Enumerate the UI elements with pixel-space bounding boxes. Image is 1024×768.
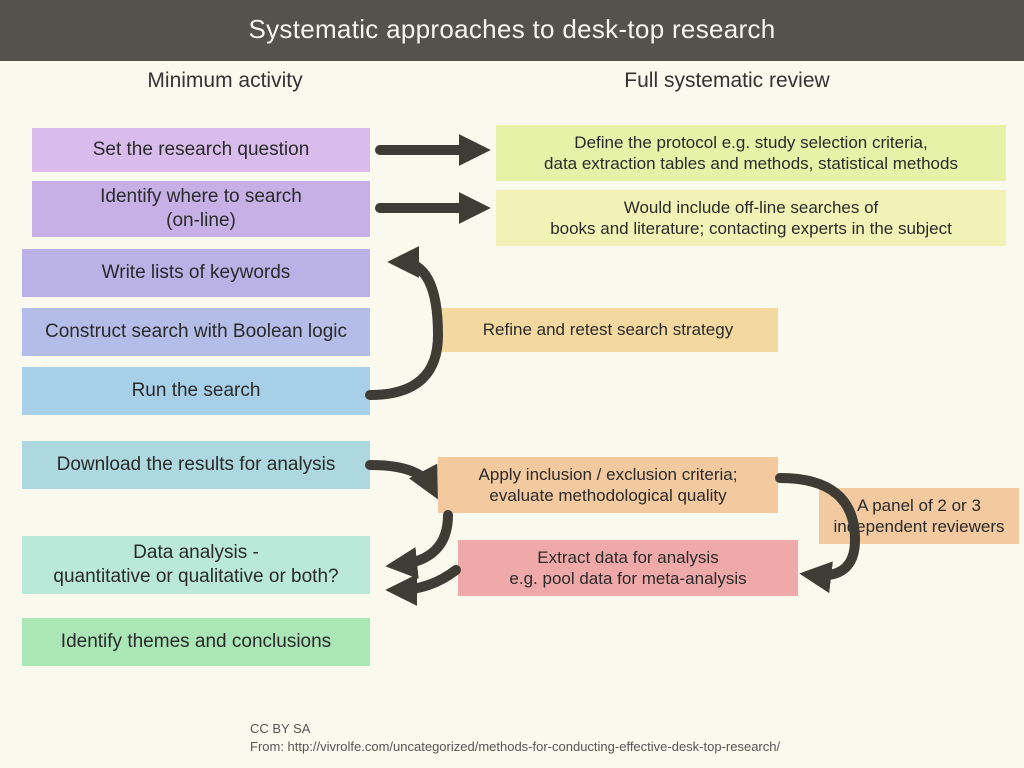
box-l2: Identify where to search (on-line)	[32, 181, 370, 237]
arrow-l6-r4	[370, 465, 432, 488]
box-r4: Apply inclusion / exclusion criteria; ev…	[438, 457, 778, 513]
footer-credits: CC BY SA From: http://vivrolfe.com/uncat…	[250, 720, 780, 756]
box-l6: Download the results for analysis	[22, 441, 370, 489]
footer-source: From: http://vivrolfe.com/uncategorized/…	[250, 738, 780, 756]
box-r6: A panel of 2 or 3 independent reviewers	[819, 488, 1019, 544]
footer-license: CC BY SA	[250, 720, 780, 738]
box-r2: Would include off-line searches of books…	[496, 190, 1006, 246]
box-l3: Write lists of keywords	[22, 249, 370, 297]
page-title: Systematic approaches to desk-top resear…	[0, 0, 1024, 61]
box-r1: Define the protocol e.g. study selection…	[496, 125, 1006, 181]
box-l1: Set the research question	[32, 128, 370, 172]
left-column-header: Minimum activity	[0, 69, 430, 93]
box-l4: Construct search with Boolean logic	[22, 308, 370, 356]
column-headers: Minimum activity Full systematic review	[0, 69, 1024, 93]
arrow-refine-loop	[370, 262, 438, 395]
box-r5: Extract data for analysis e.g. pool data…	[458, 540, 798, 596]
arrow-r5-l7	[398, 570, 456, 590]
box-l5: Run the search	[22, 367, 370, 415]
arrow-r4-l7	[398, 515, 448, 565]
box-r3: Refine and retest search strategy	[438, 308, 778, 352]
right-column-header: Full systematic review	[430, 69, 1024, 93]
box-l8: Identify themes and conclusions	[22, 618, 370, 666]
box-l7: Data analysis - quantitative or qualitat…	[22, 536, 370, 594]
